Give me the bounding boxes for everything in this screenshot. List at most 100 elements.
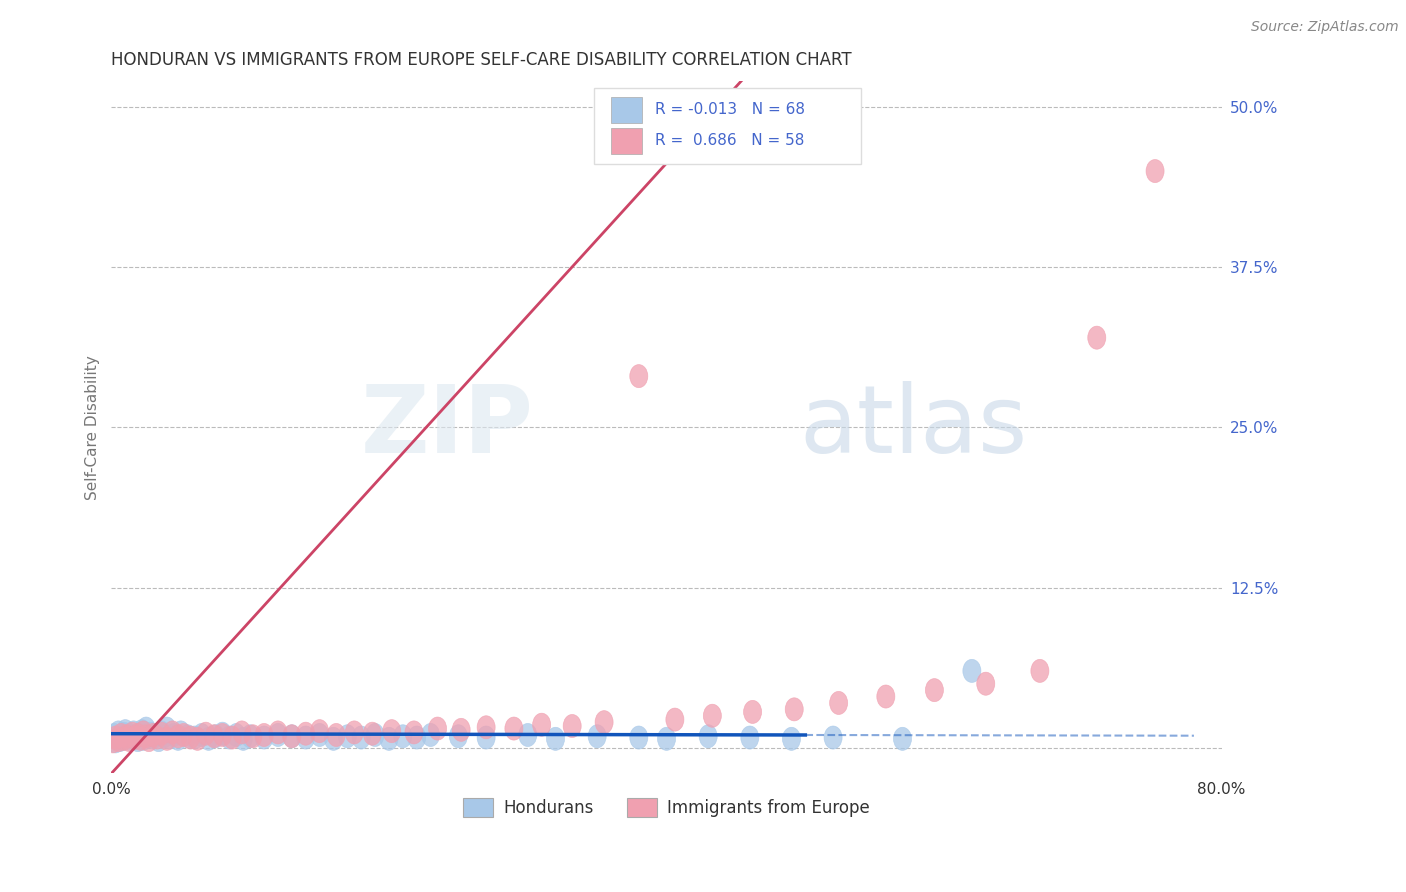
Ellipse shape [124, 723, 141, 745]
Ellipse shape [117, 720, 135, 743]
Ellipse shape [366, 723, 384, 747]
Text: Source: ZipAtlas.com: Source: ZipAtlas.com [1251, 20, 1399, 34]
Ellipse shape [129, 723, 146, 747]
Ellipse shape [877, 685, 894, 708]
Ellipse shape [346, 721, 363, 744]
Ellipse shape [666, 708, 683, 731]
Text: ZIP: ZIP [360, 382, 533, 474]
Ellipse shape [408, 726, 426, 749]
Ellipse shape [121, 727, 138, 750]
Ellipse shape [138, 717, 155, 740]
Ellipse shape [149, 729, 167, 752]
Ellipse shape [1088, 326, 1105, 349]
Ellipse shape [114, 727, 132, 750]
Ellipse shape [146, 723, 165, 747]
Ellipse shape [128, 726, 145, 749]
FancyBboxPatch shape [612, 128, 643, 154]
Ellipse shape [139, 729, 157, 752]
Ellipse shape [135, 721, 152, 744]
Ellipse shape [221, 726, 239, 749]
Ellipse shape [547, 727, 565, 750]
Legend: Hondurans, Immigrants from Europe: Hondurans, Immigrants from Europe [457, 791, 876, 824]
Ellipse shape [186, 726, 204, 749]
Ellipse shape [138, 724, 155, 747]
Ellipse shape [105, 723, 124, 747]
Ellipse shape [269, 721, 287, 744]
Ellipse shape [181, 726, 200, 749]
Ellipse shape [595, 711, 613, 734]
Ellipse shape [214, 723, 232, 747]
Ellipse shape [564, 714, 581, 738]
Text: R = -0.013   N = 68: R = -0.013 N = 68 [655, 103, 806, 117]
Ellipse shape [382, 720, 401, 743]
Ellipse shape [477, 715, 495, 739]
Ellipse shape [245, 724, 262, 747]
Ellipse shape [224, 726, 242, 749]
Ellipse shape [131, 723, 148, 747]
Ellipse shape [129, 729, 146, 752]
Ellipse shape [254, 723, 273, 747]
Ellipse shape [297, 726, 315, 749]
Ellipse shape [283, 724, 301, 747]
Ellipse shape [453, 718, 470, 741]
Ellipse shape [394, 724, 412, 747]
Ellipse shape [269, 723, 287, 747]
Ellipse shape [111, 729, 129, 752]
Ellipse shape [143, 723, 162, 747]
Ellipse shape [352, 726, 370, 749]
Ellipse shape [339, 724, 356, 747]
Ellipse shape [363, 723, 381, 745]
Ellipse shape [658, 727, 675, 750]
Ellipse shape [519, 723, 537, 747]
Ellipse shape [477, 726, 495, 749]
Ellipse shape [830, 691, 848, 714]
Ellipse shape [824, 726, 842, 749]
Ellipse shape [977, 673, 995, 695]
Ellipse shape [112, 723, 131, 747]
Ellipse shape [785, 698, 803, 721]
Ellipse shape [127, 726, 143, 749]
Ellipse shape [115, 723, 134, 745]
Ellipse shape [214, 723, 232, 745]
Ellipse shape [207, 724, 225, 747]
Ellipse shape [157, 727, 176, 750]
Ellipse shape [160, 726, 179, 749]
Ellipse shape [1031, 659, 1049, 682]
Ellipse shape [118, 726, 136, 749]
Ellipse shape [121, 729, 138, 752]
Y-axis label: Self-Care Disability: Self-Care Disability [86, 355, 100, 500]
Ellipse shape [157, 717, 176, 740]
Ellipse shape [174, 723, 193, 747]
Text: R =  0.686   N = 58: R = 0.686 N = 58 [655, 134, 804, 148]
Ellipse shape [533, 714, 551, 736]
Ellipse shape [104, 730, 122, 753]
Ellipse shape [205, 724, 224, 747]
Ellipse shape [152, 721, 170, 744]
Ellipse shape [744, 700, 762, 723]
Ellipse shape [107, 726, 125, 749]
Ellipse shape [630, 365, 648, 388]
Ellipse shape [125, 721, 142, 744]
Ellipse shape [405, 721, 423, 744]
Ellipse shape [630, 726, 648, 749]
Ellipse shape [242, 724, 259, 747]
Ellipse shape [134, 720, 150, 743]
Ellipse shape [699, 724, 717, 747]
Ellipse shape [311, 720, 329, 743]
Ellipse shape [703, 704, 721, 727]
FancyBboxPatch shape [595, 88, 860, 164]
Ellipse shape [143, 726, 162, 749]
Ellipse shape [233, 721, 250, 744]
Ellipse shape [422, 723, 440, 747]
Ellipse shape [588, 724, 606, 747]
Ellipse shape [112, 724, 131, 747]
FancyBboxPatch shape [612, 96, 643, 123]
Ellipse shape [108, 726, 127, 749]
Ellipse shape [254, 726, 273, 749]
Ellipse shape [163, 721, 181, 744]
Ellipse shape [197, 723, 215, 745]
Ellipse shape [124, 724, 141, 747]
Ellipse shape [283, 724, 301, 747]
Ellipse shape [228, 723, 245, 747]
Ellipse shape [200, 727, 218, 750]
